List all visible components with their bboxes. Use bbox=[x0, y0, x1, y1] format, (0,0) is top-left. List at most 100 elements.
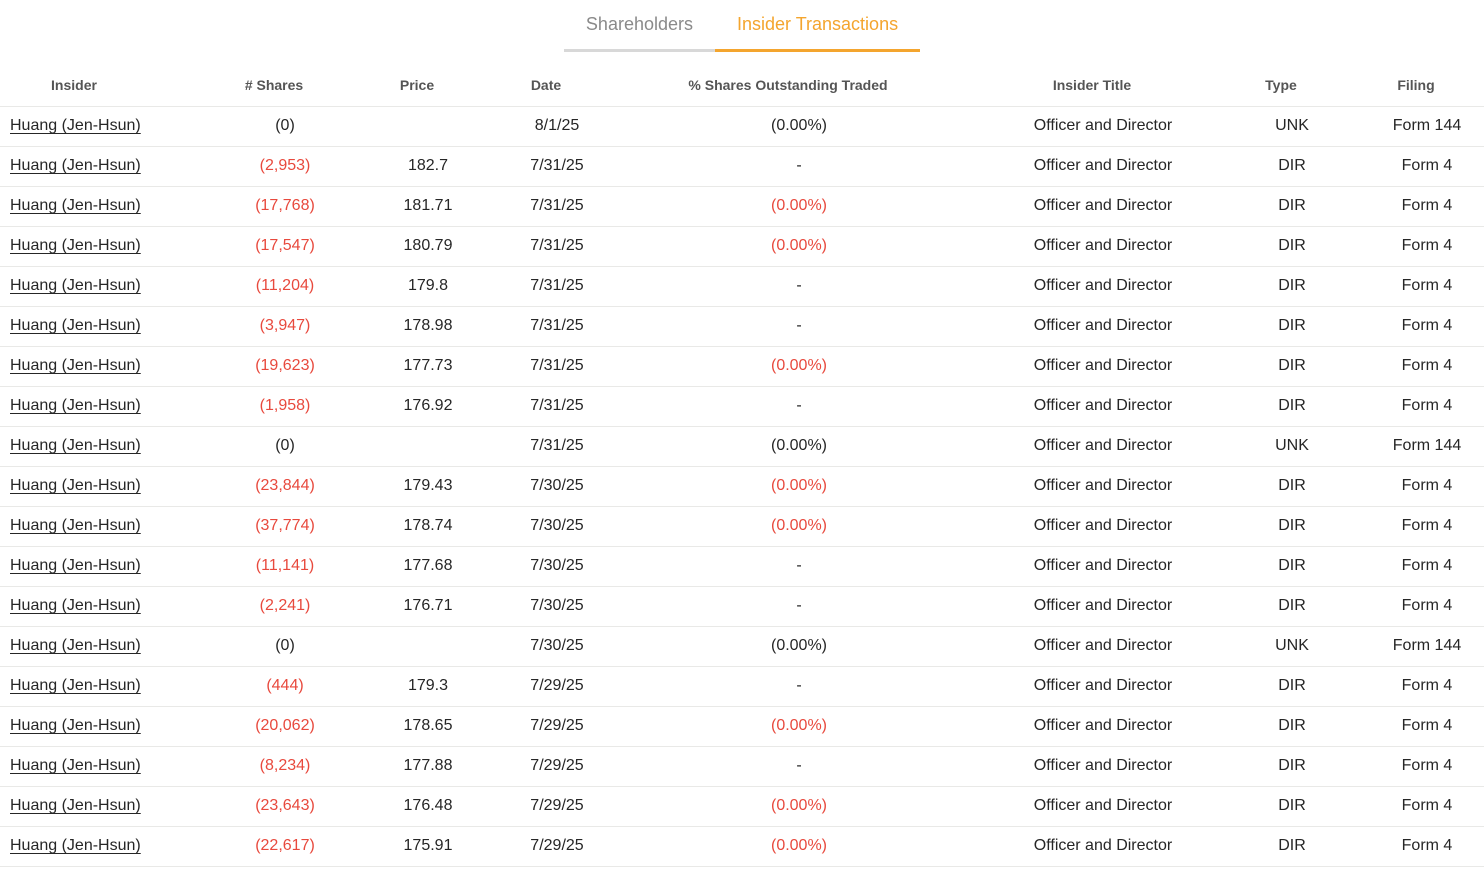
insider-link[interactable]: Huang (Jen-Hsun) bbox=[10, 197, 141, 214]
insider-link[interactable]: Huang (Jen-Hsun) bbox=[10, 117, 141, 134]
column-header-type: Type bbox=[1214, 64, 1370, 107]
insider-title-cell: Officer and Director bbox=[992, 546, 1214, 587]
shares-value: (17,768) bbox=[255, 197, 315, 214]
insider-link[interactable]: Huang (Jen-Hsun) bbox=[10, 597, 141, 614]
tab-shareholders[interactable]: Shareholders bbox=[563, 12, 715, 52]
insider-link[interactable]: Huang (Jen-Hsun) bbox=[10, 157, 141, 174]
shares-cell: (37,774) bbox=[222, 506, 348, 547]
price-cell: 176.48 bbox=[348, 786, 508, 827]
shares-cell: (2,241) bbox=[222, 586, 348, 627]
insider-cell: Huang (Jen-Hsun) bbox=[0, 666, 222, 707]
pct-shares-cell: - bbox=[606, 546, 992, 587]
insider-link[interactable]: Huang (Jen-Hsun) bbox=[10, 837, 141, 854]
shares-cell: (23,643) bbox=[222, 786, 348, 827]
shares-value: (8,234) bbox=[259, 757, 311, 774]
table-row: Huang (Jen-Hsun) (17,768) 181.71 7/31/25… bbox=[0, 186, 1484, 227]
insider-cell: Huang (Jen-Hsun) bbox=[0, 826, 222, 867]
pct-shares-cell: (0.00%) bbox=[606, 426, 992, 467]
insider-link[interactable]: Huang (Jen-Hsun) bbox=[10, 357, 141, 374]
shares-value: (23,844) bbox=[255, 477, 315, 494]
insider-link[interactable]: Huang (Jen-Hsun) bbox=[10, 717, 141, 734]
insider-cell: Huang (Jen-Hsun) bbox=[0, 106, 222, 147]
price-cell: 179.43 bbox=[348, 466, 508, 507]
date-cell: 7/31/25 bbox=[508, 146, 606, 187]
type-cell: UNK bbox=[1214, 426, 1370, 467]
table-row: Huang (Jen-Hsun) (1,958) 176.92 7/31/25 … bbox=[0, 386, 1484, 427]
filing-cell: Form 4 bbox=[1370, 266, 1484, 307]
price-cell: 177.73 bbox=[348, 346, 508, 387]
type-cell: DIR bbox=[1214, 386, 1370, 427]
shares-value: (2,241) bbox=[259, 597, 311, 614]
shares-cell: (11,141) bbox=[222, 546, 348, 587]
date-cell: 7/29/25 bbox=[508, 706, 606, 747]
tab-insider-transactions[interactable]: Insider Transactions bbox=[715, 12, 921, 52]
column-header-price: Price bbox=[348, 64, 508, 107]
insider-title-cell: Officer and Director bbox=[992, 386, 1214, 427]
insider-link[interactable]: Huang (Jen-Hsun) bbox=[10, 477, 141, 494]
shares-value: (0) bbox=[275, 117, 295, 134]
insider-link[interactable]: Huang (Jen-Hsun) bbox=[10, 557, 141, 574]
pct-shares-cell: (0.00%) bbox=[606, 826, 992, 867]
pct-shares-value: - bbox=[796, 557, 802, 574]
insider-transactions-table: Insider # Shares Price Date % Shares Out… bbox=[0, 64, 1484, 867]
shares-cell: (0) bbox=[222, 106, 348, 147]
shares-value: (11,141) bbox=[255, 557, 315, 574]
filing-cell: Form 144 bbox=[1370, 426, 1484, 467]
insider-cell: Huang (Jen-Hsun) bbox=[0, 266, 222, 307]
insider-link[interactable]: Huang (Jen-Hsun) bbox=[10, 277, 141, 294]
column-header-insider-title: Insider Title bbox=[992, 64, 1214, 107]
insider-link[interactable]: Huang (Jen-Hsun) bbox=[10, 237, 141, 254]
insider-link[interactable]: Huang (Jen-Hsun) bbox=[10, 397, 141, 414]
shares-value: (22,617) bbox=[255, 837, 315, 854]
column-header-filing: Filing bbox=[1370, 64, 1484, 107]
column-header-pct-shares-outstanding-traded: % Shares Outstanding Traded bbox=[606, 64, 992, 107]
insider-title-cell: Officer and Director bbox=[992, 266, 1214, 307]
pct-shares-value: - bbox=[796, 277, 802, 294]
insider-link[interactable]: Huang (Jen-Hsun) bbox=[10, 637, 141, 654]
insider-link[interactable]: Huang (Jen-Hsun) bbox=[10, 797, 141, 814]
price-cell: 175.91 bbox=[348, 826, 508, 867]
date-cell: 7/29/25 bbox=[508, 826, 606, 867]
insider-title-cell: Officer and Director bbox=[992, 106, 1214, 147]
date-cell: 7/31/25 bbox=[508, 386, 606, 427]
table-row: Huang (Jen-Hsun) (444) 179.3 7/29/25 - O… bbox=[0, 666, 1484, 707]
shares-value: (20,062) bbox=[255, 717, 315, 734]
insider-title-cell: Officer and Director bbox=[992, 426, 1214, 467]
type-cell: DIR bbox=[1214, 466, 1370, 507]
date-cell: 7/30/25 bbox=[508, 546, 606, 587]
insider-link[interactable]: Huang (Jen-Hsun) bbox=[10, 317, 141, 334]
pct-shares-cell: (0.00%) bbox=[606, 786, 992, 827]
column-header-shares: # Shares bbox=[222, 64, 348, 107]
shares-cell: (20,062) bbox=[222, 706, 348, 747]
filing-cell: Form 4 bbox=[1370, 466, 1484, 507]
price-cell: 182.7 bbox=[348, 146, 508, 187]
shares-value: (37,774) bbox=[255, 517, 315, 534]
insider-link[interactable]: Huang (Jen-Hsun) bbox=[10, 677, 141, 694]
shares-cell: (23,844) bbox=[222, 466, 348, 507]
shares-cell: (19,623) bbox=[222, 346, 348, 387]
insider-cell: Huang (Jen-Hsun) bbox=[0, 546, 222, 587]
table-row: Huang (Jen-Hsun) (3,947) 178.98 7/31/25 … bbox=[0, 306, 1484, 347]
pct-shares-value: (0.00%) bbox=[770, 477, 828, 494]
filing-cell: Form 144 bbox=[1370, 626, 1484, 667]
pct-shares-value: - bbox=[796, 597, 802, 614]
insider-link[interactable]: Huang (Jen-Hsun) bbox=[10, 757, 141, 774]
table-row: Huang (Jen-Hsun) (17,547) 180.79 7/31/25… bbox=[0, 226, 1484, 267]
pct-shares-cell: (0.00%) bbox=[606, 466, 992, 507]
price-cell: 178.98 bbox=[348, 306, 508, 347]
insider-cell: Huang (Jen-Hsun) bbox=[0, 586, 222, 627]
type-cell: DIR bbox=[1214, 826, 1370, 867]
filing-cell: Form 4 bbox=[1370, 506, 1484, 547]
date-cell: 7/31/25 bbox=[508, 426, 606, 467]
tab-bar: Shareholders Insider Transactions bbox=[0, 0, 1484, 52]
insider-link[interactable]: Huang (Jen-Hsun) bbox=[10, 517, 141, 534]
insider-cell: Huang (Jen-Hsun) bbox=[0, 506, 222, 547]
insider-link[interactable]: Huang (Jen-Hsun) bbox=[10, 437, 141, 454]
table-row: Huang (Jen-Hsun) (22,617) 175.91 7/29/25… bbox=[0, 826, 1484, 867]
insider-title-cell: Officer and Director bbox=[992, 466, 1214, 507]
date-cell: 7/29/25 bbox=[508, 746, 606, 787]
pct-shares-value: - bbox=[796, 677, 802, 694]
pct-shares-value: - bbox=[796, 317, 802, 334]
date-cell: 8/1/25 bbox=[508, 106, 606, 147]
